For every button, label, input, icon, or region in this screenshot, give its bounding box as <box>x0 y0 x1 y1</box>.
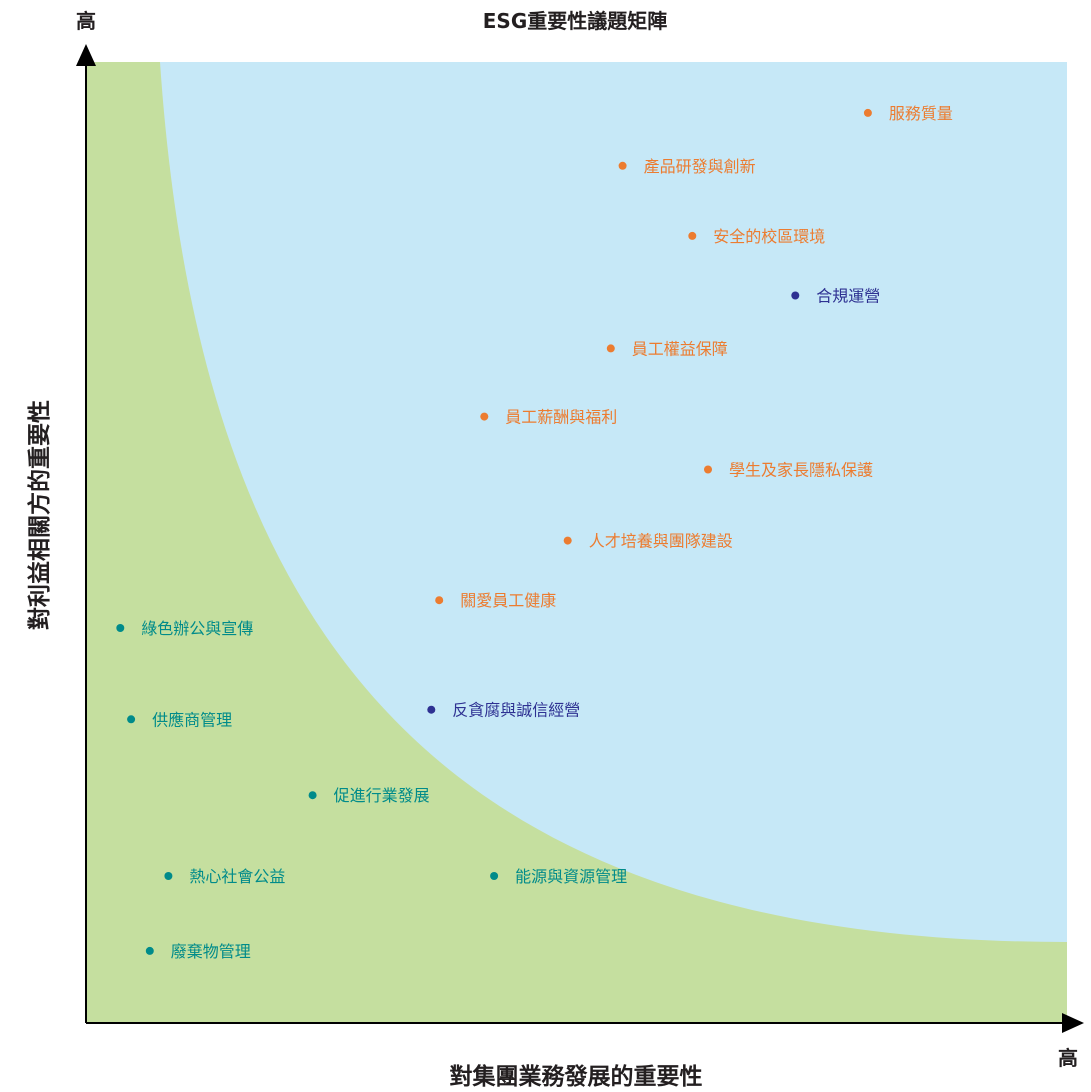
data-point-label: 反貪腐與誠信經營 <box>452 701 580 720</box>
y-axis-high-label: 高 <box>76 9 96 33</box>
data-point-marker <box>480 412 489 421</box>
data-point-label: 人才培養與團隊建設 <box>589 532 733 551</box>
y-axis-arrow <box>76 44 96 66</box>
data-points: 服務質量產品研發與創新安全的校區環境合規運營員工權益保障員工薪酬與福利學生及家長… <box>116 104 953 961</box>
data-point-marker <box>863 108 872 117</box>
x-axis-high-label: 高 <box>1058 1046 1078 1070</box>
data-point-marker <box>688 231 697 240</box>
data-point-label: 熱心社會公益 <box>189 867 285 886</box>
data-point-label: 供應商管理 <box>152 710 232 729</box>
data-point-marker <box>563 536 572 545</box>
data-point-marker <box>791 291 800 300</box>
data-point-marker <box>116 624 125 632</box>
data-point-label: 合規運營 <box>816 287 880 306</box>
data-point-label: 能源與資源管理 <box>515 867 627 886</box>
x-axis-title: 對集團業務發展的重要性 <box>450 1063 703 1090</box>
chart-title: ESG重要性議題矩陣 <box>483 9 667 33</box>
data-point-marker <box>127 715 136 724</box>
data-point-label: 安全的校區環境 <box>713 227 825 246</box>
data-point-marker <box>618 161 627 170</box>
data-point-marker <box>435 596 444 605</box>
data-point-marker <box>427 705 436 714</box>
data-point-marker <box>164 872 173 880</box>
data-point-label: 關愛員工健康 <box>460 591 556 610</box>
data-point-marker <box>308 791 317 800</box>
data-point-marker <box>606 344 615 353</box>
data-point-marker <box>490 872 499 880</box>
data-point-label: 產品研發與創新 <box>644 157 756 176</box>
x-axis-arrow <box>1062 1013 1084 1033</box>
high-importance-region <box>160 62 1067 942</box>
data-point-marker <box>145 946 154 955</box>
data-point-label: 學生及家長隱私保護 <box>729 461 873 480</box>
data-point-label: 廢棄物管理 <box>171 942 251 961</box>
data-point-marker <box>704 465 712 474</box>
y-axis-title: 對利益相關方的重要性 <box>26 400 53 630</box>
data-point-label: 促進行業發展 <box>334 786 430 805</box>
data-point-label: 綠色辦公與宣傳 <box>141 619 253 638</box>
data-point-label: 員工權益保障 <box>632 339 728 358</box>
data-point-label: 服務質量 <box>889 104 953 123</box>
data-point-label: 員工薪酬與福利 <box>505 408 617 427</box>
